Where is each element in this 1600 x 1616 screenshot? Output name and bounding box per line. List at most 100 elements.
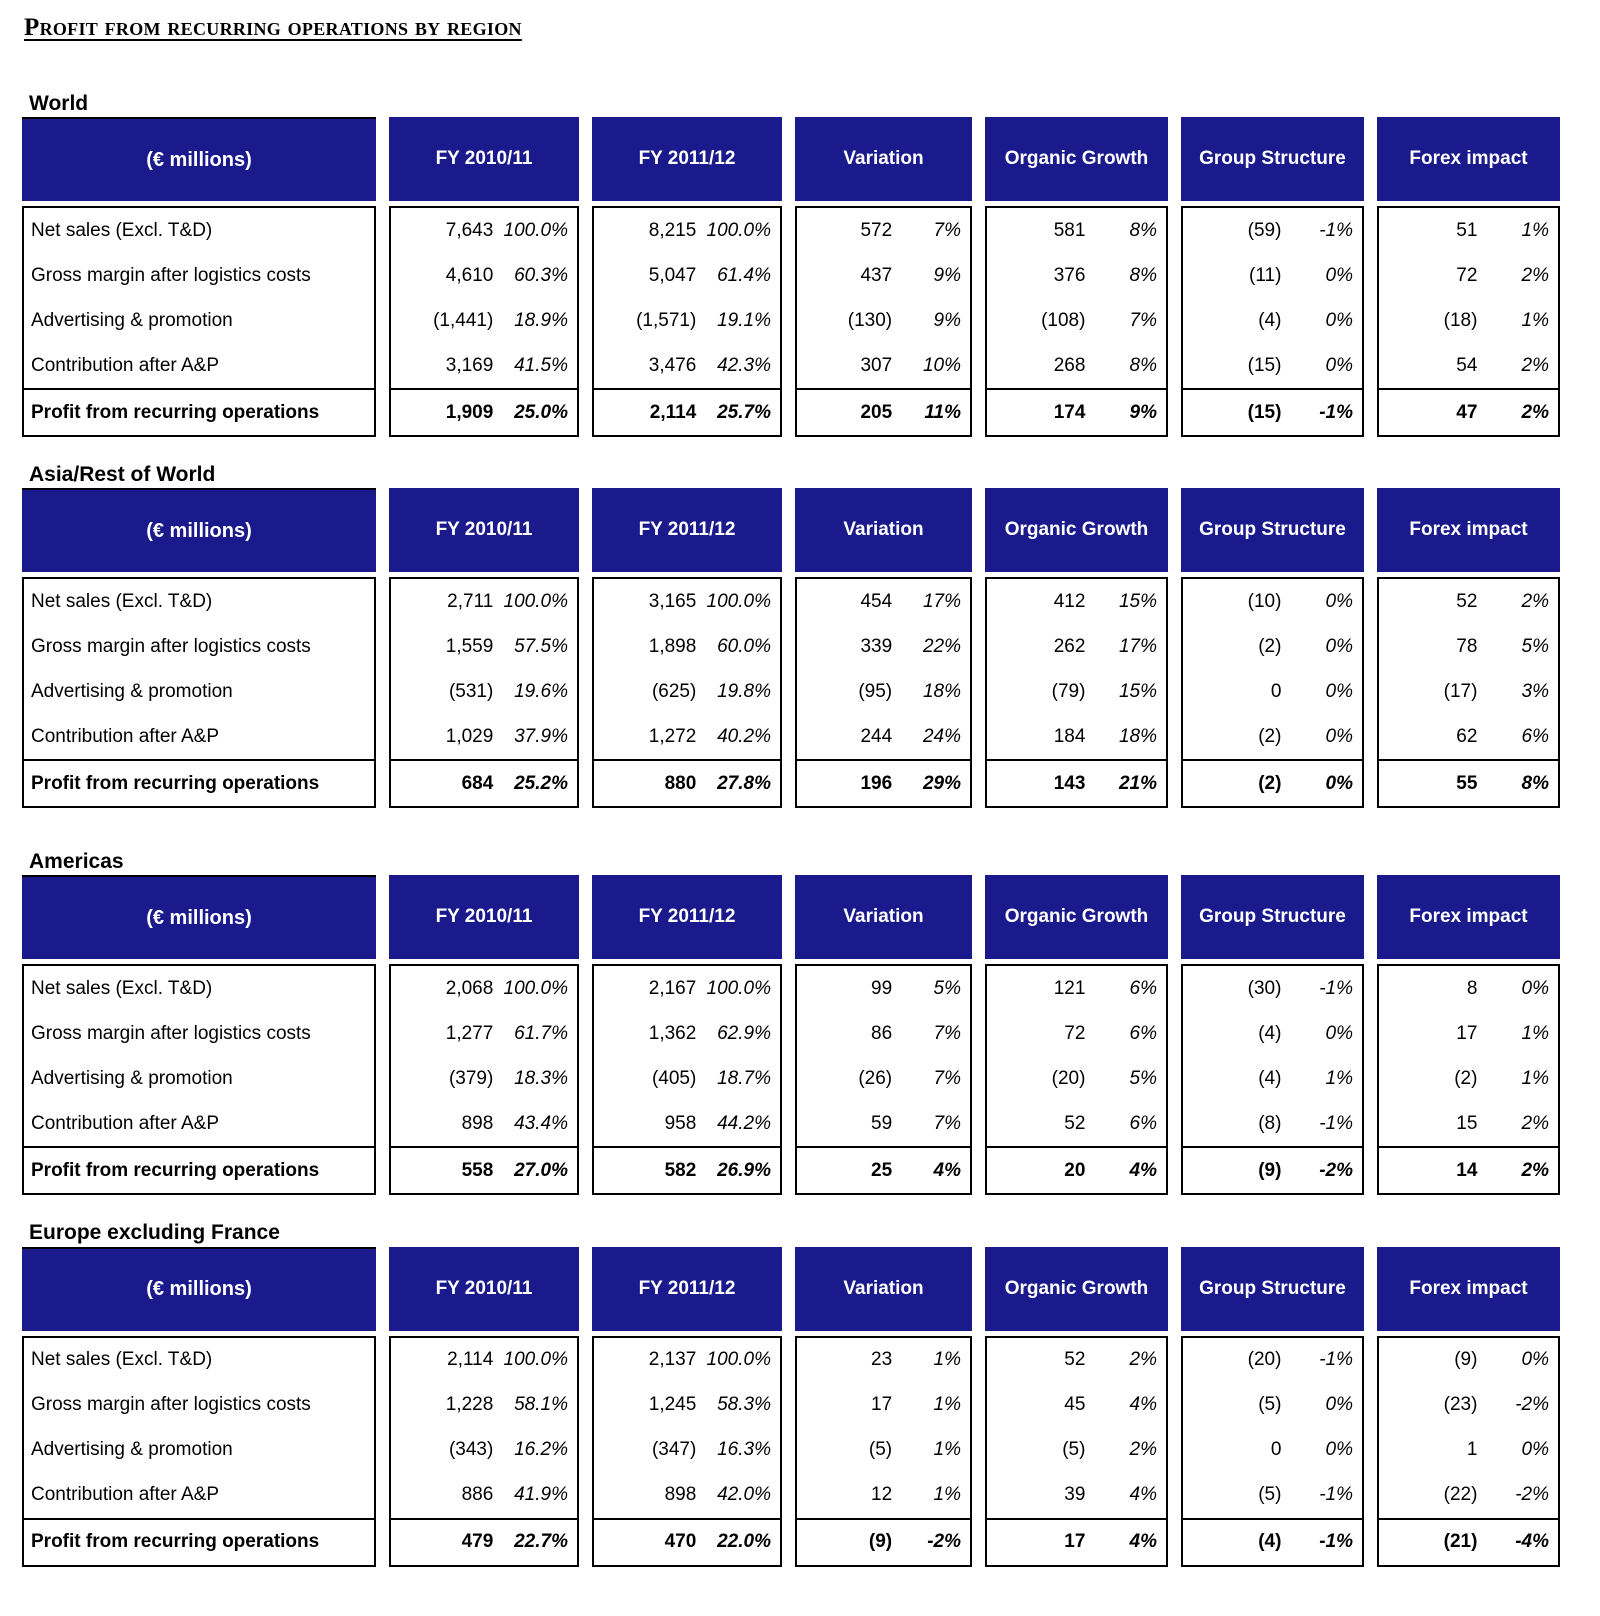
- column-body: 8 0% 17 1% (2) 1% 15 2% 14 2%: [1377, 964, 1560, 1196]
- value-cell: 454: [860, 590, 893, 612]
- value-cell: 3,165: [648, 590, 697, 612]
- table-row: 4,610 60.3%: [391, 253, 577, 298]
- percent-cell: 100.0%: [503, 1349, 568, 1371]
- value-cell: 958: [664, 1112, 697, 1134]
- table-row: Net sales (Excl. T&D): [24, 579, 374, 624]
- value-cell: (1,571): [636, 309, 697, 331]
- percent-cell: 8%: [1521, 772, 1549, 794]
- value-cell: 20: [1064, 1159, 1086, 1181]
- value-cell: (20): [1051, 1067, 1086, 1089]
- value-cell: 376: [1053, 264, 1086, 286]
- percent-cell: 2%: [1521, 264, 1549, 286]
- percent-cell: -2%: [927, 1531, 961, 1553]
- row-label: Contribution after A&P: [31, 1484, 219, 1506]
- percent-cell: 22.7%: [514, 1531, 568, 1553]
- label-column: (€ millions) Net sales (Excl. T&D) Gross m…: [22, 875, 376, 1196]
- value-cell: 2,114: [649, 401, 697, 423]
- value-cell: 244: [860, 725, 893, 747]
- table-row: 898 43.4%: [391, 1101, 577, 1146]
- table-total-row: 25 4%: [797, 1146, 970, 1193]
- table-row: Gross margin after logistics costs: [24, 253, 374, 298]
- column-organic-growth: Organic Growth 52 2% 45 4% (5) 2% 39 4% 17 4%: [985, 1246, 1168, 1567]
- percent-cell: 5%: [1129, 1067, 1157, 1089]
- percent-cell: 100.0%: [503, 590, 568, 612]
- percent-cell: 17%: [922, 590, 961, 612]
- value-cell: (531): [448, 680, 494, 702]
- percent-cell: 2%: [1521, 590, 1549, 612]
- percent-cell: 40.2%: [717, 725, 771, 747]
- table-row: Net sales (Excl. T&D): [24, 966, 374, 1011]
- table-row: 17 1%: [797, 1383, 970, 1428]
- value-cell: (405): [651, 1067, 697, 1089]
- column-header: FY 2010/11: [389, 875, 579, 960]
- value-cell: 1,245: [648, 1394, 697, 1416]
- percent-cell: 22.0%: [717, 1531, 771, 1553]
- percent-cell: 15%: [1118, 590, 1157, 612]
- value-cell: (5): [1258, 1394, 1282, 1416]
- column-organic-growth: Organic Growth 412 15% 262 17% (79) 15% 184 18% 1…: [985, 488, 1168, 809]
- value-cell: 143: [1053, 772, 1086, 794]
- table-row: (4) 1%: [1183, 1056, 1362, 1101]
- column-header: Forex impact: [1377, 488, 1560, 573]
- value-cell: 470: [664, 1531, 697, 1553]
- percent-cell: 1%: [1521, 1067, 1549, 1089]
- percent-cell: 0%: [1325, 635, 1353, 657]
- value-cell: 25: [871, 1159, 893, 1181]
- table-row: 886 41.9%: [391, 1473, 577, 1518]
- value-cell: (18): [1443, 309, 1478, 331]
- value-cell: 55: [1456, 772, 1478, 794]
- percent-cell: 0%: [1325, 309, 1353, 331]
- column-header: Forex impact: [1377, 1246, 1560, 1331]
- column-body: 23 1% 17 1% (5) 1% 12 1% (9) -2%: [795, 1335, 972, 1567]
- value-cell: 479: [461, 1531, 494, 1553]
- percent-cell: 41.9%: [514, 1484, 568, 1506]
- percent-cell: 1%: [1521, 219, 1549, 241]
- table-total-row: Profit from recurring operations: [24, 1517, 374, 1565]
- percent-cell: 0%: [1325, 264, 1353, 286]
- percent-cell: 61.7%: [514, 1022, 568, 1044]
- value-cell: 54: [1456, 354, 1478, 376]
- percent-cell: 7%: [933, 1067, 961, 1089]
- value-cell: 1,228: [445, 1394, 494, 1416]
- table-row: 17 1%: [1379, 1011, 1558, 1056]
- percent-cell: 9%: [1129, 401, 1157, 423]
- value-cell: 558: [461, 1159, 494, 1181]
- percent-cell: 5%: [1521, 635, 1549, 657]
- value-cell: 1,898: [648, 635, 697, 657]
- table-row: (2) 0%: [1183, 624, 1362, 669]
- percent-cell: 100.0%: [706, 977, 771, 999]
- percent-cell: 0%: [1325, 680, 1353, 702]
- table-row: 1,898 60.0%: [594, 624, 780, 669]
- table-row: 8,215 100.0%: [594, 208, 780, 253]
- table-row: (8) -1%: [1183, 1101, 1362, 1146]
- column-header: FY 2011/12: [592, 1246, 782, 1331]
- value-cell: 51: [1456, 219, 1478, 241]
- percent-cell: 1%: [933, 1439, 961, 1461]
- percent-cell: 6%: [1129, 1022, 1157, 1044]
- percent-cell: 8%: [1129, 219, 1157, 241]
- column-header: Forex impact: [1377, 117, 1560, 202]
- column-fy-2011-12: FY 2011/12 8,215 100.0% 5,047 61.4% (1,571) 19…: [592, 117, 782, 438]
- column-group-structure: Group Structure (59) -1% (11) 0% (4) 0% (15) 0%(…: [1181, 117, 1364, 438]
- value-cell: 1,559: [445, 635, 494, 657]
- percent-cell: 7%: [1129, 309, 1157, 331]
- percent-cell: 22%: [922, 635, 961, 657]
- table-row: 52 6%: [987, 1101, 1166, 1146]
- column-body: 3,165 100.0% 1,898 60.0% (625) 19.8% 1,272 40.2…: [592, 577, 782, 809]
- table-row: 23 1%: [797, 1338, 970, 1383]
- value-cell: 0: [1270, 680, 1282, 702]
- table-row: 2,711 100.0%: [391, 579, 577, 624]
- percent-cell: -2%: [1515, 1484, 1549, 1506]
- table-row: (15) 0%: [1183, 343, 1362, 388]
- table-row: 412 15%: [987, 579, 1166, 624]
- percent-cell: 2%: [1521, 1159, 1549, 1181]
- table-row: 1,228 58.1%: [391, 1383, 577, 1428]
- value-cell: 2,711: [447, 590, 494, 612]
- value-cell: (4): [1258, 1067, 1282, 1089]
- row-label: Gross margin after logistics costs: [31, 264, 311, 286]
- table-row: 3,169 41.5%: [391, 343, 577, 388]
- percent-cell: 61.4%: [717, 264, 771, 286]
- value-cell: 582: [664, 1159, 697, 1181]
- column-group-structure: Group Structure (10) 0% (2) 0% 0 0% (2) 0% (2) 0%: [1181, 488, 1364, 809]
- table-row: (379) 18.3%: [391, 1056, 577, 1101]
